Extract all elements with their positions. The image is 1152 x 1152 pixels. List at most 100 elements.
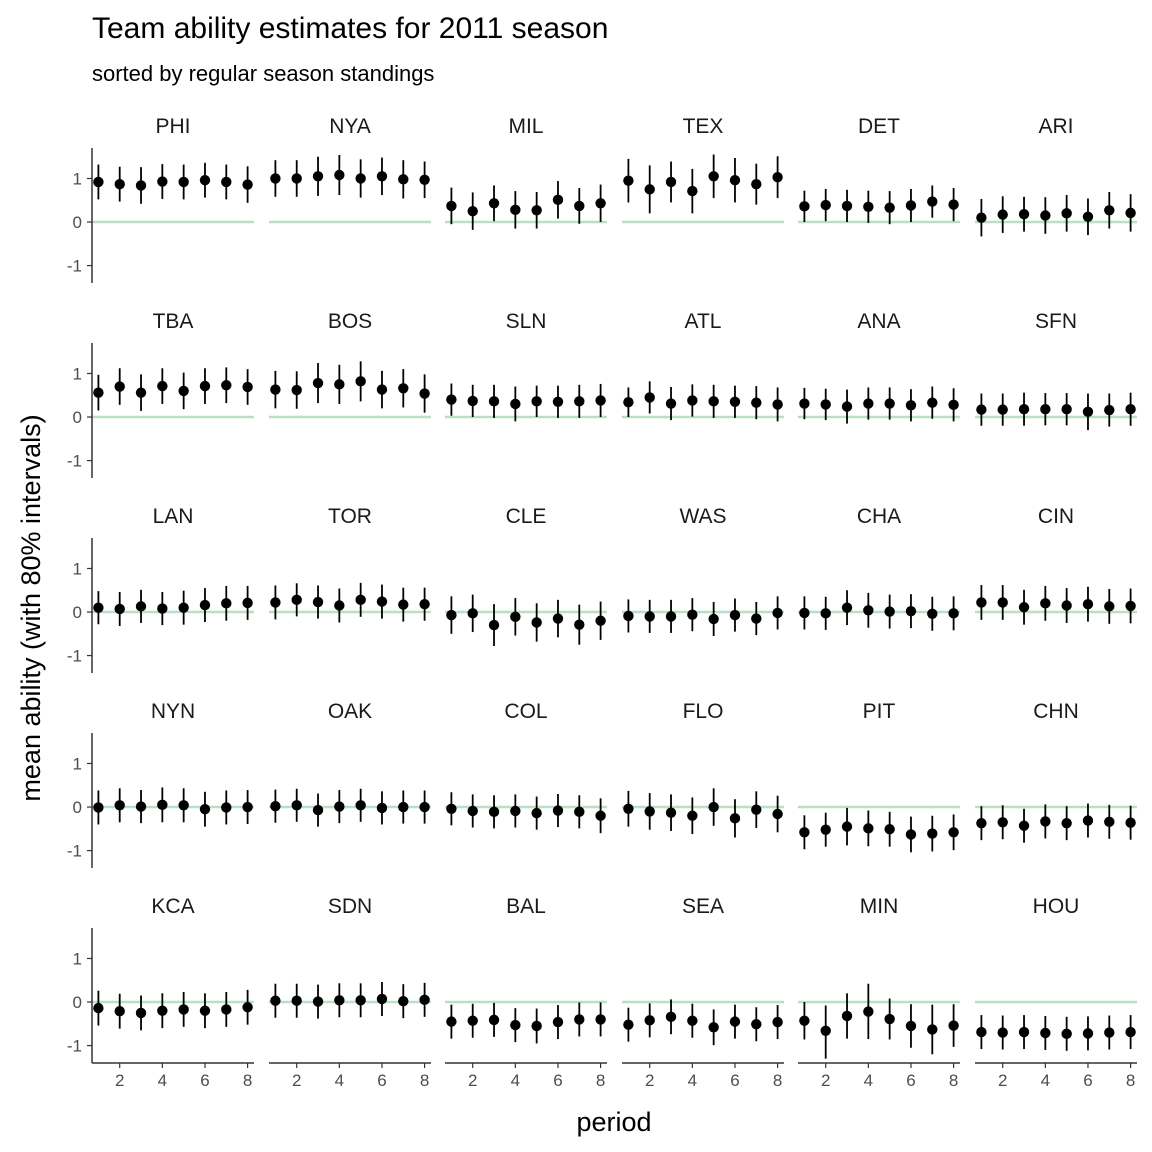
mean-point: [687, 395, 698, 406]
mean-point: [772, 399, 783, 410]
mean-point: [841, 401, 853, 412]
mean-point: [93, 602, 104, 613]
mean-point: [1082, 815, 1094, 826]
mean-point: [93, 176, 104, 188]
strip-label: PHI: [155, 115, 190, 138]
mean-point: [708, 171, 719, 182]
mean-point: [884, 824, 895, 835]
mean-point: [135, 387, 147, 398]
panel-cha: CHA: [798, 505, 960, 631]
x-tick-label: 6: [377, 1071, 386, 1090]
mean-point: [135, 601, 147, 612]
panel-sdn: SDN 2 4 6 8: [269, 895, 431, 1090]
x-tick-label: 8: [596, 1071, 605, 1090]
mean-point: [242, 381, 253, 393]
mean-point: [242, 179, 253, 190]
mean-point: [948, 827, 959, 838]
mean-point: [1018, 602, 1030, 613]
mean-point: [355, 594, 366, 606]
mean-point: [644, 184, 655, 195]
mean-point: [997, 1027, 1008, 1038]
mean-point: [178, 1004, 189, 1015]
x-tick-label: 6: [906, 1071, 915, 1090]
strip-label: TBA: [153, 310, 194, 333]
panel-kca: KCA 1 0 -1 2 4 6 8: [67, 895, 254, 1090]
mean-point: [1104, 601, 1115, 612]
mean-point: [114, 800, 125, 811]
mean-point: [948, 1020, 959, 1031]
mean-point: [446, 803, 457, 814]
mean-point: [623, 610, 634, 622]
panel-min: MIN 2 4 6 8: [798, 895, 960, 1090]
strip-label: NYN: [151, 700, 195, 723]
mean-point: [312, 171, 324, 182]
mean-point: [665, 611, 677, 622]
panel-sln: SLN: [445, 310, 607, 422]
mean-point: [1061, 817, 1072, 829]
mean-point: [884, 398, 895, 409]
mean-point: [976, 597, 987, 608]
mean-point: [997, 404, 1008, 415]
x-tick-label: 8: [420, 1071, 429, 1090]
mean-point: [751, 613, 762, 624]
panel-lan: LAN 1 0 -1: [67, 505, 254, 673]
mean-point: [751, 397, 762, 408]
mean-point: [419, 994, 430, 1006]
strip-label: SFN: [1035, 310, 1077, 333]
x-tick-label: 8: [949, 1071, 958, 1090]
x-tick-label: 2: [468, 1071, 477, 1090]
mean-point: [467, 395, 478, 407]
mean-point: [291, 384, 302, 396]
mean-point: [114, 1005, 125, 1017]
mean-point: [687, 1015, 698, 1026]
panel-mil: MIL: [445, 115, 607, 230]
mean-point: [905, 400, 917, 411]
mean-point: [488, 396, 500, 407]
mean-point: [1082, 1028, 1094, 1039]
mean-point: [687, 609, 698, 620]
mean-point: [644, 611, 655, 622]
mean-point: [595, 615, 606, 626]
strip-label: CIN: [1038, 505, 1074, 528]
mean-point: [510, 1019, 521, 1031]
mean-point: [488, 619, 500, 631]
y-tick-label: 1: [73, 949, 82, 968]
mean-point: [93, 1002, 104, 1014]
mean-point: [820, 824, 831, 835]
x-tick-label: 2: [115, 1071, 124, 1090]
mean-point: [376, 384, 388, 395]
mean-point: [467, 608, 478, 619]
mean-point: [488, 806, 500, 818]
mean-point: [488, 1014, 500, 1026]
mean-point: [574, 396, 585, 407]
strip-label: PIT: [863, 700, 896, 723]
mean-point: [623, 397, 634, 408]
mean-point: [1061, 1028, 1072, 1040]
y-tick-label: -1: [67, 452, 82, 471]
panel-tor: TOR: [269, 505, 431, 623]
mean-point: [708, 396, 719, 407]
mean-point: [1125, 403, 1136, 415]
x-tick-label: 6: [553, 1071, 562, 1090]
mean-point: [135, 1007, 147, 1019]
y-tick-label: 0: [73, 993, 82, 1012]
mean-point: [623, 175, 634, 186]
mean-point: [510, 398, 521, 410]
strip-label: CHN: [1033, 700, 1079, 723]
mean-point: [419, 598, 430, 610]
panel-sfn: SFN: [975, 310, 1137, 431]
mean-point: [199, 175, 211, 186]
strip-label: BAL: [506, 895, 546, 918]
mean-point: [221, 380, 232, 391]
mean-point: [446, 200, 457, 212]
mean-point: [1018, 403, 1030, 415]
mean-point: [552, 1016, 564, 1028]
mean-point: [334, 801, 345, 812]
x-tick-label: 8: [243, 1071, 252, 1090]
mean-point: [665, 807, 677, 818]
panel-col: COL: [445, 700, 607, 834]
y-tick-label: 0: [73, 408, 82, 427]
mean-point: [729, 1016, 741, 1027]
mean-point: [135, 180, 147, 191]
chart-title: Team ability estimates for 2011 season: [92, 12, 608, 45]
